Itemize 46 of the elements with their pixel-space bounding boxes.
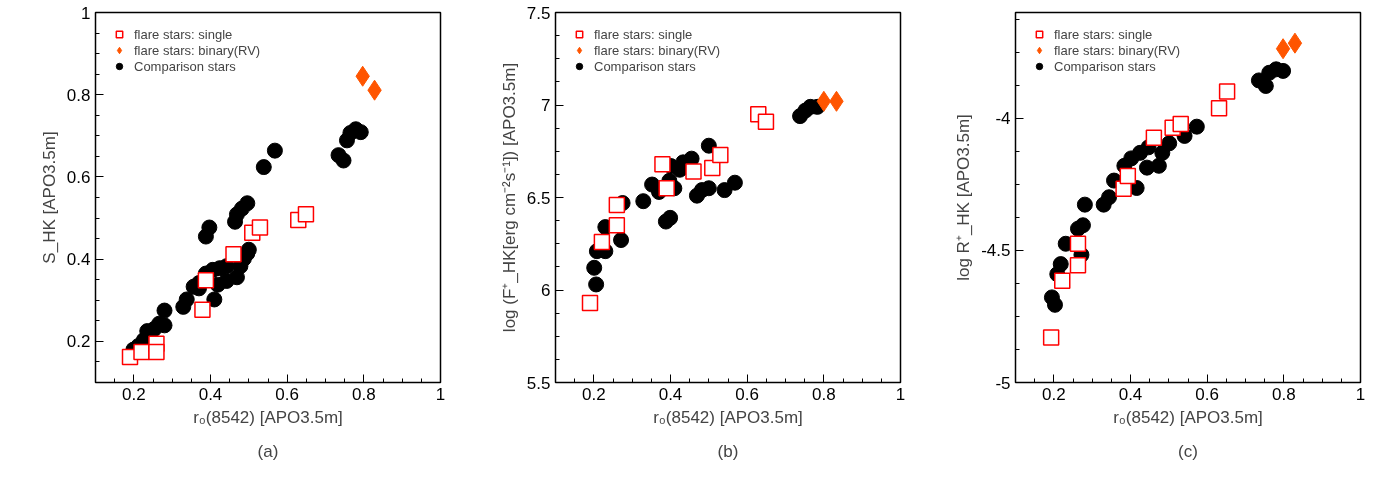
y-tick-label: 7.5 — [526, 3, 551, 23]
x-tick-label: 0.4 — [658, 384, 683, 404]
x-tick-label: 0.6 — [735, 384, 759, 404]
text: (a) — [257, 441, 279, 461]
legend-label: flare stars: binary(RV) — [134, 42, 261, 58]
y-tick-label: -4 — [995, 109, 1011, 129]
y-tick-label: 0.4 — [66, 250, 91, 270]
legend-label: flare stars: single — [134, 26, 233, 42]
x-tick-label: 0.2 — [122, 384, 146, 404]
y-tick-label: -5 — [995, 373, 1011, 393]
x-axis-title: r₀(8542) [APO3.5m] — [1113, 407, 1263, 427]
text: (c) — [1178, 441, 1198, 461]
y-tick-label: 0.6 — [66, 167, 91, 187]
legend-label: flare stars: binary(RV) — [594, 42, 721, 58]
y-tick-label: 7 — [541, 96, 551, 115]
x-tick-label: 0.2 — [582, 384, 606, 404]
x-tick-label: 0.4 — [1118, 384, 1143, 404]
x-tick-label: 1 — [895, 384, 906, 404]
x-tick-label: 0.2 — [1042, 384, 1066, 404]
x-axis-title: r₀(8542) [APO3.5m] — [653, 407, 803, 427]
x-tick-label: 1 — [435, 384, 446, 404]
y-axis-title: log (F⁺_HK[erg cm⁻²s⁻¹]) [APO3.5m] — [499, 62, 519, 333]
x-tick-label: 1 — [1355, 384, 1366, 404]
x-axis-title: r₀(8542) [APO3.5m] — [193, 407, 343, 427]
y-tick-label: 6.5 — [526, 188, 551, 208]
x-tick-label: 0.8 — [812, 384, 836, 404]
x-tick-label: 0.4 — [198, 384, 223, 404]
legend-label: Comparison stars — [134, 58, 236, 74]
y-tick-label: 6 — [541, 281, 551, 300]
y-axis-title: S_HK [APO3.5m] — [39, 131, 59, 264]
x-tick-label: 0.6 — [275, 384, 299, 404]
legend-label: Comparison stars — [594, 58, 696, 74]
x-tick-label: 0.8 — [352, 384, 376, 404]
y-tick-label: 1 — [81, 3, 91, 23]
y-tick-label: 5.5 — [526, 373, 551, 393]
text: (b) — [717, 441, 739, 461]
x-tick-label: 0.6 — [1195, 384, 1219, 404]
legend-label: flare stars: single — [594, 26, 693, 42]
x-tick-label: 0.8 — [1272, 384, 1296, 404]
y-tick-label: 0.8 — [66, 85, 91, 105]
y-tick-label: 0.2 — [66, 332, 91, 352]
legend-label: Comparison stars — [1054, 58, 1156, 74]
y-tick-label: -4.5 — [981, 241, 1011, 261]
legend-label: flare stars: single — [1054, 26, 1153, 42]
legend-label: flare stars: binary(RV) — [1054, 42, 1181, 58]
y-axis-title: log R⁺_HK [APO3.5m] — [954, 114, 974, 281]
